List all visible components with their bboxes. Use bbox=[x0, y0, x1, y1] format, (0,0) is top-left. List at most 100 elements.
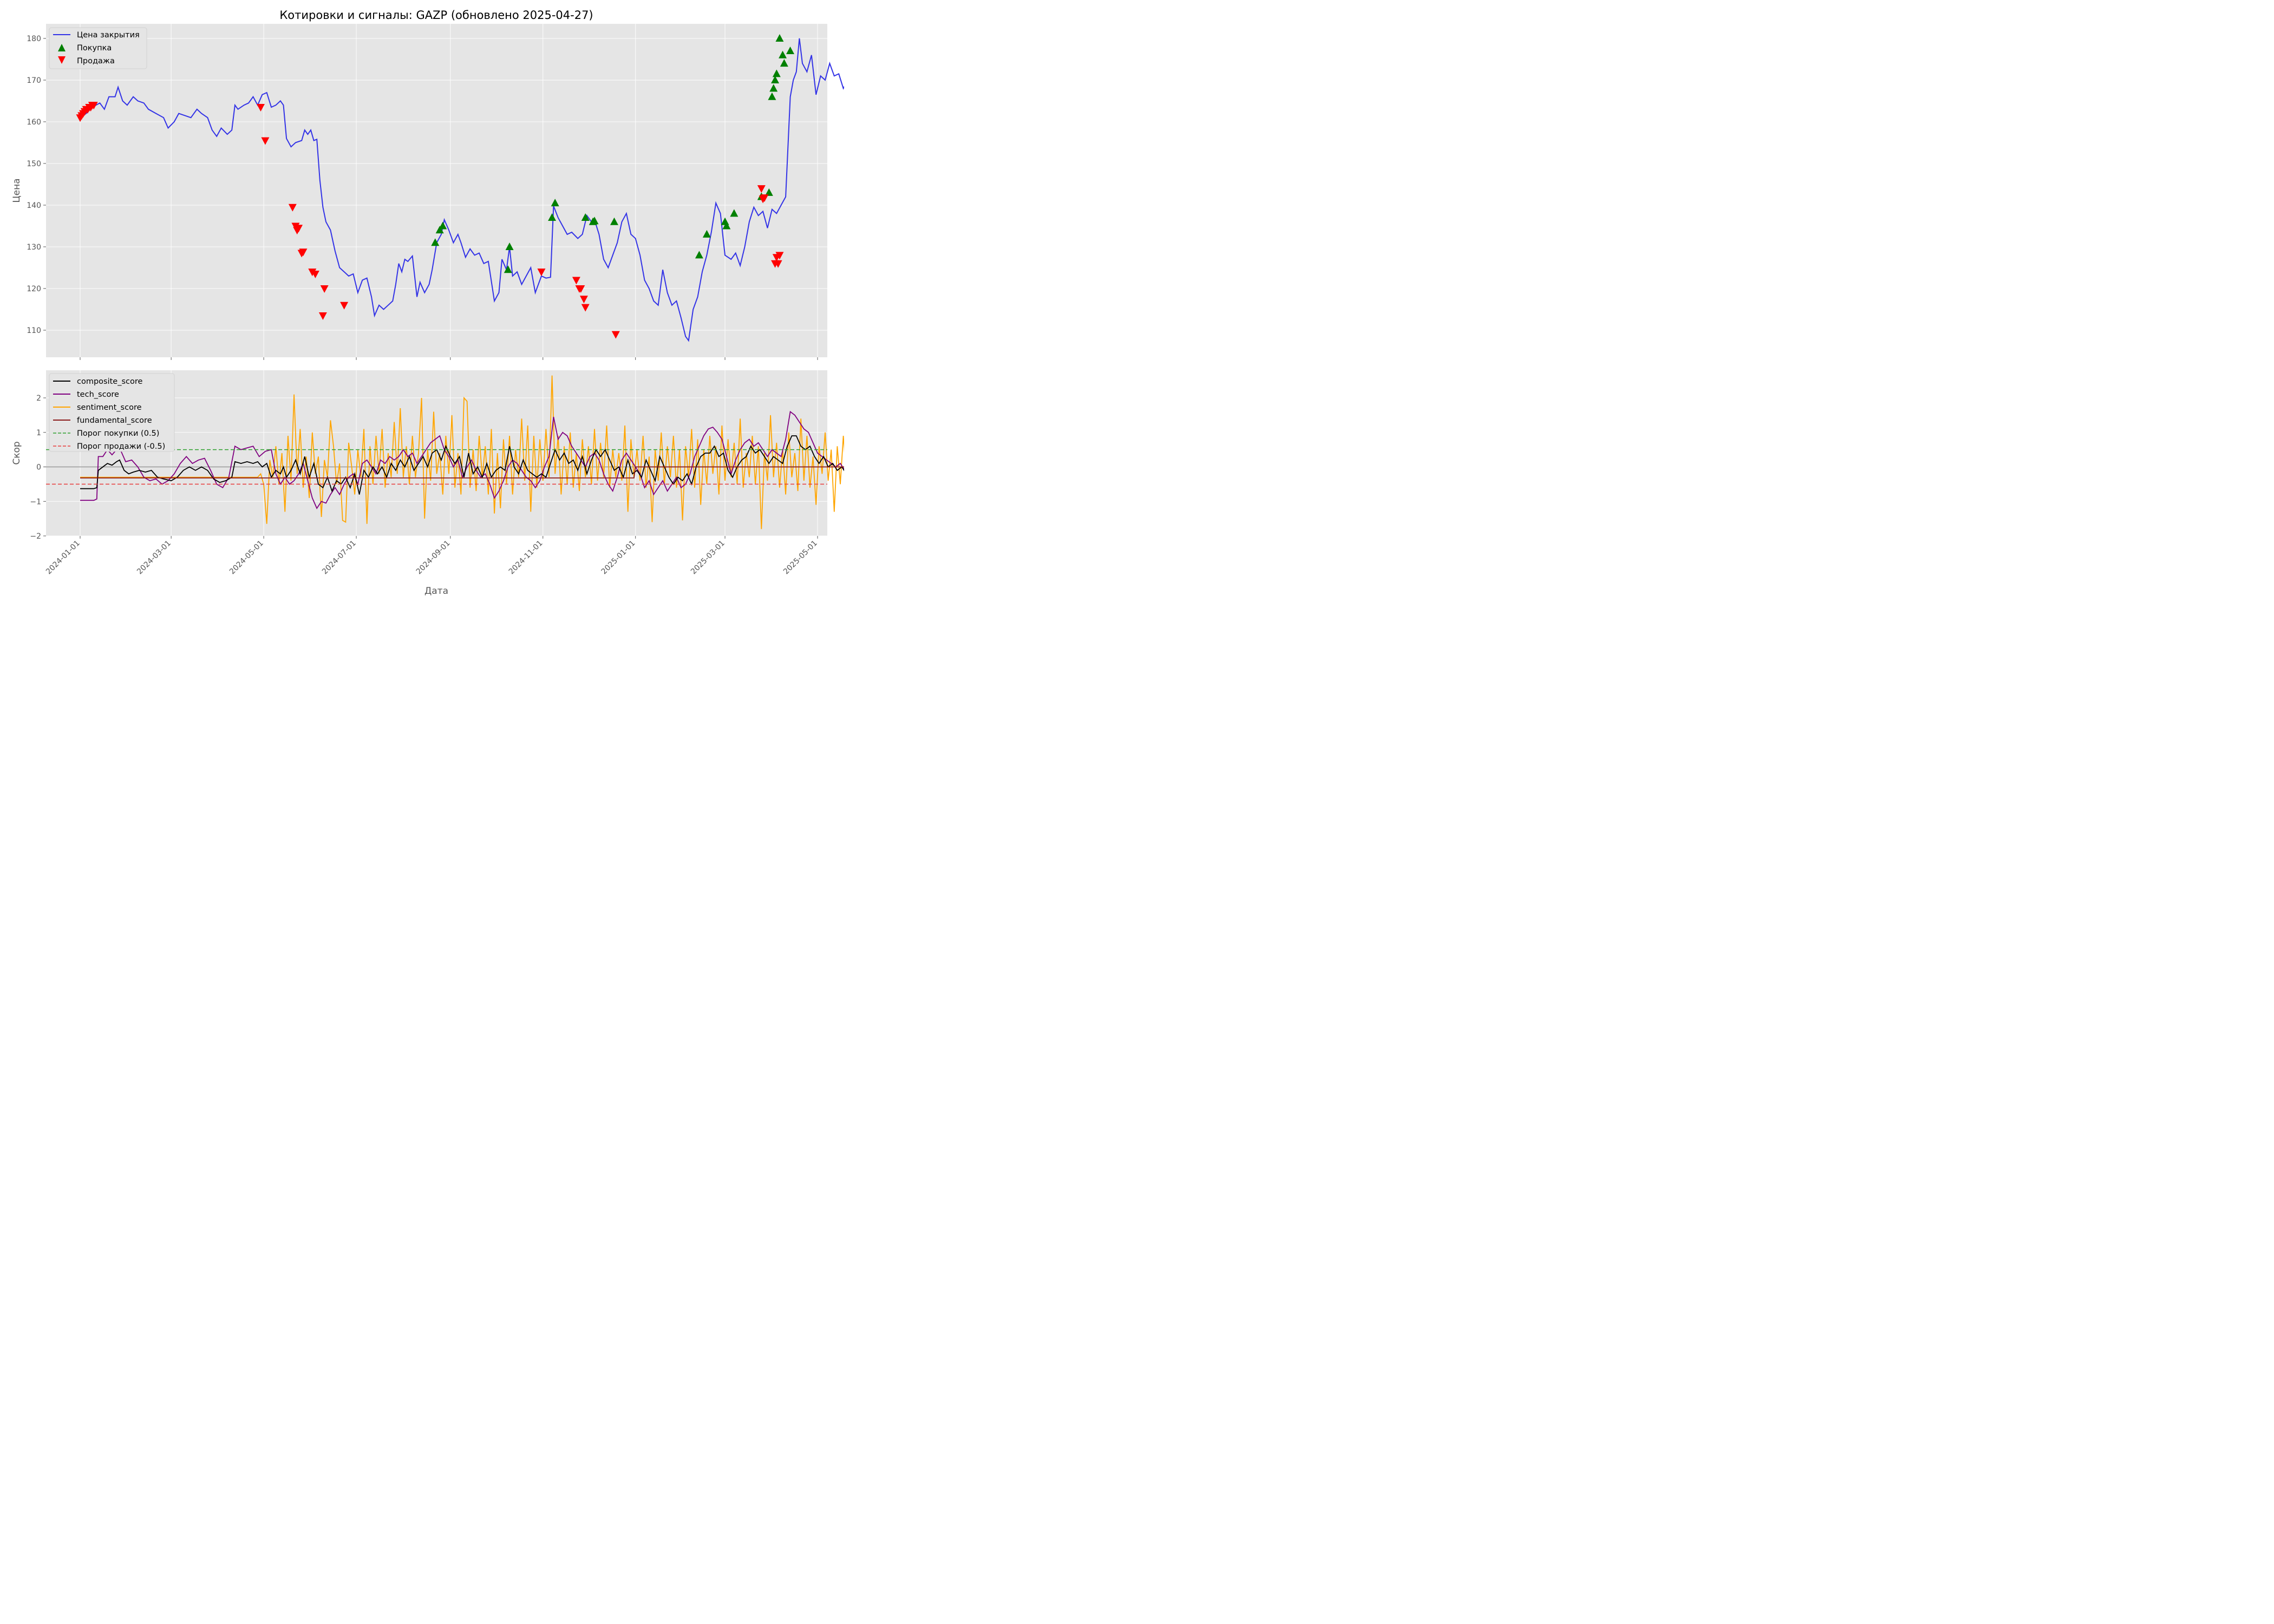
buy-marker-18 bbox=[768, 92, 776, 100]
price-legend-box bbox=[49, 27, 147, 69]
score-x-axis-label: Дата bbox=[424, 586, 448, 597]
buy-marker-20 bbox=[771, 75, 780, 83]
buy-marker-2 bbox=[439, 221, 447, 230]
figure-title: Котировки и сигналы: GAZP (обновлено 202… bbox=[279, 9, 593, 22]
buy-marker-7 bbox=[581, 213, 590, 221]
buy-marker-1 bbox=[435, 226, 444, 234]
buy-marker-19 bbox=[769, 84, 778, 92]
buy-marker-5 bbox=[548, 213, 557, 221]
legend-composite-label: composite_score bbox=[77, 377, 143, 386]
sell-marker-26 bbox=[577, 285, 585, 293]
score-legend-box bbox=[49, 373, 175, 452]
sell-marker-21 bbox=[320, 285, 329, 293]
price-y-tick-label-5: 160 bbox=[27, 118, 41, 127]
buy-marker-12 bbox=[702, 230, 711, 238]
buy-marker-0 bbox=[431, 238, 440, 246]
sell-marker-17 bbox=[299, 248, 308, 257]
score-x-tick-label-7: 2025-03-01 bbox=[689, 539, 727, 577]
price-x-ticks bbox=[80, 357, 818, 360]
sell-marker-28 bbox=[581, 304, 590, 312]
price-y-tick-label-4: 150 bbox=[27, 160, 41, 168]
score-y-ticks: −2 −1 0 1 2 bbox=[30, 394, 46, 541]
buy-marker-14 bbox=[722, 221, 731, 230]
sell-marker-36 bbox=[775, 252, 784, 260]
legend-buy-swatch bbox=[58, 44, 66, 51]
buy-marker-24 bbox=[780, 59, 788, 67]
price-y-tick-label-0: 110 bbox=[27, 326, 41, 335]
figure: Котировки и сигналы: GAZP (обновлено 202… bbox=[11, 9, 844, 597]
price-y-axis-label: Цена bbox=[11, 178, 22, 202]
sell-marker-29 bbox=[611, 331, 620, 339]
buy-marker-11 bbox=[695, 251, 703, 259]
sell-marker-27 bbox=[579, 296, 588, 304]
score-x-tick-label-6: 2025-01-01 bbox=[600, 539, 637, 577]
buy-marker-21 bbox=[772, 69, 781, 77]
sell-markers bbox=[76, 102, 784, 339]
price-legend: Цена закрытия Покупка Продажа bbox=[49, 27, 147, 69]
score-legend: composite_score tech_score sentiment_sco… bbox=[49, 373, 175, 452]
legend-buy-threshold-label: Порог покупки (0.5) bbox=[77, 429, 159, 438]
sentiment-score-line bbox=[80, 375, 844, 529]
price-y-tick-label-2: 130 bbox=[27, 243, 41, 252]
score-x-tick-label-5: 2024-11-01 bbox=[507, 539, 545, 577]
score-y-tick-label-3: 1 bbox=[36, 429, 41, 437]
score-x-tick-label-4: 2024-09-01 bbox=[415, 539, 452, 577]
sell-marker-32 bbox=[760, 194, 769, 202]
legend-close-price-label: Цена закрытия bbox=[77, 31, 140, 40]
sell-marker-11 bbox=[261, 137, 270, 145]
score-x-tick-label-2: 2024-05-01 bbox=[228, 539, 265, 577]
price-grid bbox=[46, 24, 827, 357]
price-y-tick-label-3: 140 bbox=[27, 201, 41, 210]
legend-tech-label: tech_score bbox=[77, 390, 119, 399]
close-price-line bbox=[80, 38, 844, 342]
buy-marker-4 bbox=[505, 242, 514, 250]
sell-marker-12 bbox=[288, 204, 297, 212]
sell-marker-30 bbox=[757, 185, 766, 193]
legend-sell-threshold-label: Порог продажи (-0.5) bbox=[77, 442, 165, 451]
score-y-tick-label-1: −1 bbox=[30, 497, 41, 506]
legend-sell-label: Продажа bbox=[77, 57, 115, 66]
sell-marker-35 bbox=[774, 260, 782, 268]
sell-marker-20 bbox=[318, 312, 327, 320]
legend-fundamental-label: fundamental_score bbox=[77, 416, 152, 425]
price-y-tick-label-6: 170 bbox=[27, 76, 41, 85]
buy-marker-22 bbox=[775, 34, 784, 42]
sell-marker-19 bbox=[311, 271, 319, 278]
sell-marker-9 bbox=[89, 102, 98, 110]
legend-sell-swatch bbox=[58, 56, 66, 64]
score-y-tick-label-0: −2 bbox=[30, 532, 41, 541]
buy-markers bbox=[431, 34, 795, 273]
sell-marker-23 bbox=[537, 269, 546, 277]
buy-marker-6 bbox=[551, 199, 559, 207]
sell-marker-15 bbox=[295, 225, 303, 233]
sell-marker-10 bbox=[256, 104, 265, 112]
buy-marker-9 bbox=[590, 217, 599, 225]
buy-marker-3 bbox=[504, 265, 512, 273]
score-y-tick-label-2: 0 bbox=[36, 463, 41, 472]
sell-marker-22 bbox=[340, 302, 349, 310]
score-x-ticks: 2024-01-01 2024-03-01 2024-05-01 2024-07-01… bbox=[44, 536, 819, 576]
price-y-tick-label-1: 120 bbox=[27, 285, 41, 293]
score-y-tick-label-4: 2 bbox=[36, 394, 41, 403]
score-x-tick-label-1: 2024-03-01 bbox=[135, 539, 173, 577]
legend-buy-label: Покупка bbox=[77, 44, 112, 53]
price-y-tick-label-7: 180 bbox=[27, 35, 41, 43]
score-y-axis-label: Скор bbox=[11, 441, 22, 464]
fundamental-score-line bbox=[80, 466, 844, 479]
score-x-tick-label-0: 2024-01-01 bbox=[44, 539, 82, 577]
buy-marker-15 bbox=[730, 209, 739, 217]
composite-score-line bbox=[80, 435, 844, 495]
price-plot-background bbox=[46, 24, 827, 357]
buy-marker-25 bbox=[786, 47, 795, 55]
score-x-tick-label-8: 2025-05-01 bbox=[782, 539, 819, 577]
buy-marker-23 bbox=[779, 50, 787, 58]
sell-marker-24 bbox=[572, 277, 580, 285]
buy-marker-17 bbox=[764, 188, 773, 196]
price-panel: 110 120 130 140 150 160 170 180 Цена Цена закры… bbox=[11, 24, 844, 360]
buy-marker-10 bbox=[610, 217, 618, 225]
score-x-tick-label-3: 2024-07-01 bbox=[321, 539, 358, 577]
legend-sentiment-label: sentiment_score bbox=[77, 403, 142, 412]
tech-score-line bbox=[80, 410, 844, 509]
price-y-ticks: 110 120 130 140 150 160 170 180 bbox=[27, 35, 46, 335]
